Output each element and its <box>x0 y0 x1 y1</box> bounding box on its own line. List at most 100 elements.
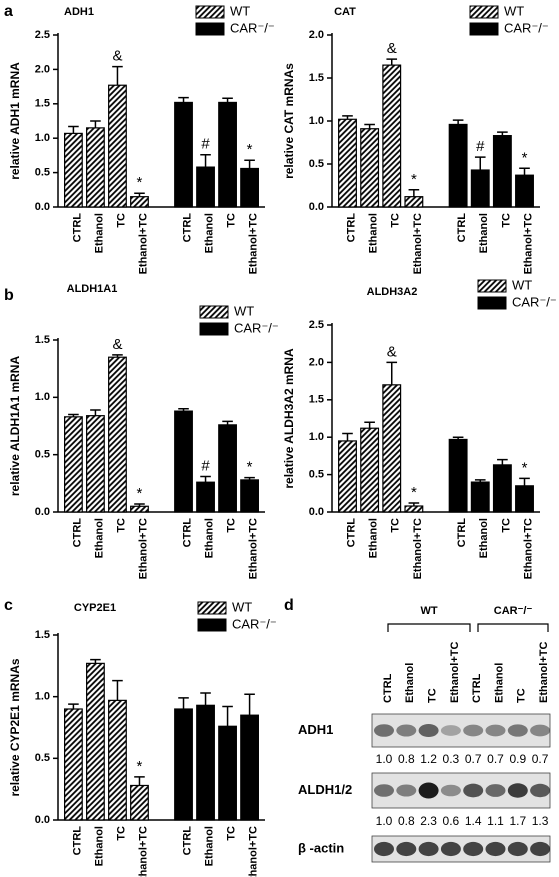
row-label: β -actin <box>298 840 344 855</box>
quant-label: 1.2 <box>420 752 437 766</box>
error-bar <box>244 476 255 480</box>
bar <box>130 505 149 513</box>
x-tick-label: Ethanol <box>478 213 490 253</box>
error-bar <box>452 119 464 125</box>
band <box>485 841 506 857</box>
error-bar <box>244 693 255 716</box>
band <box>507 783 528 798</box>
y-axis-label: relative CYP2E1 mRNAs <box>8 658 22 796</box>
bar <box>492 464 512 513</box>
y-tick-label: 0.0 <box>35 506 50 518</box>
quant-label: 0.7 <box>487 752 504 766</box>
band <box>530 783 551 798</box>
significance-mark: & <box>112 48 122 65</box>
blot-group-label: CAR⁻/⁻ <box>494 605 533 617</box>
bar <box>196 166 215 208</box>
significance-mark: & <box>387 40 397 57</box>
x-tick-label: CTRL <box>71 213 83 243</box>
error-bar <box>474 156 486 171</box>
y-tick-label: 1.5 <box>35 334 50 346</box>
significance-mark: * <box>247 141 253 158</box>
legend-label: CAR⁻/⁻ <box>232 616 277 631</box>
band <box>440 784 461 797</box>
x-tick-label: Ethanol+TC <box>412 518 424 579</box>
quant-label: 2.3 <box>420 814 437 828</box>
error-bar <box>244 159 255 169</box>
bar <box>218 725 237 821</box>
y-tick-label: 1.5 <box>35 629 50 641</box>
lane-label: CTRL <box>382 673 394 703</box>
quant-label: 0.8 <box>398 752 415 766</box>
legend-label: WT <box>512 277 532 292</box>
x-tick-label: Ethanol <box>478 518 490 558</box>
bar <box>338 440 357 513</box>
bar <box>404 196 424 208</box>
bar <box>64 132 83 208</box>
quant-label: 1.3 <box>532 814 549 828</box>
x-tick-label: TC <box>115 826 127 841</box>
error-bar <box>200 692 211 706</box>
bar <box>240 714 259 821</box>
legend-label: CAR⁻/⁻ <box>234 320 279 335</box>
y-tick-label: 1.0 <box>309 115 324 127</box>
chart-title: CYP2E1 <box>74 602 116 614</box>
quant-label: 0.9 <box>509 752 526 766</box>
error-bar <box>474 479 486 483</box>
x-tick-label: CTRL <box>345 213 357 243</box>
x-tick-label: TC <box>390 213 402 228</box>
row-label: ALDH1/2 <box>298 782 352 797</box>
x-tick-label: Ethanol <box>203 518 215 558</box>
x-tick-label: Ethanol+TC <box>247 213 259 274</box>
quant-label: 0.7 <box>532 752 549 766</box>
bar <box>448 438 468 513</box>
legend-label: CAR⁻/⁻ <box>230 20 275 35</box>
x-tick-label: CTRL <box>181 826 193 856</box>
bar <box>470 481 490 513</box>
band <box>418 841 439 857</box>
error-bar <box>342 115 353 120</box>
band <box>418 723 439 738</box>
significance-mark: # <box>201 136 210 153</box>
x-tick-label: TC <box>225 826 237 841</box>
x-tick-label: TC <box>225 518 237 533</box>
error-bar <box>342 432 353 441</box>
error-bar <box>364 421 375 429</box>
y-tick-label: 2.5 <box>309 319 324 331</box>
band <box>396 724 417 737</box>
bar <box>64 708 83 821</box>
band <box>530 724 551 737</box>
error-bar <box>112 354 123 358</box>
x-tick-label: Ethanol <box>368 213 380 253</box>
quant-label: 1.4 <box>465 814 482 828</box>
row-label: ADH1 <box>298 722 333 737</box>
bar <box>382 64 402 208</box>
band <box>485 784 506 797</box>
x-tick-label: CTRL <box>456 518 468 548</box>
bar <box>108 84 127 208</box>
significance-mark: # <box>476 138 485 155</box>
blot-group-label: WT <box>420 605 437 617</box>
significance-mark: * <box>137 174 143 191</box>
x-tick-label: TC <box>115 213 127 228</box>
error-bar <box>134 192 145 197</box>
error-bar <box>452 436 464 440</box>
bar <box>360 128 380 208</box>
bar <box>404 505 424 513</box>
y-tick-label: 2.0 <box>35 63 50 75</box>
band <box>507 841 528 857</box>
error-bar <box>68 413 79 417</box>
error-bar <box>386 58 398 66</box>
x-tick-label: CTRL <box>456 213 468 243</box>
bar <box>130 784 149 821</box>
y-axis-label: relative CAT mRNAs <box>282 63 296 179</box>
y-tick-label: 2.0 <box>309 29 324 41</box>
error-bar <box>178 408 189 412</box>
y-tick-label: 0.5 <box>35 752 50 764</box>
x-tick-label: Ethanol <box>368 518 380 558</box>
legend-label: WT <box>232 599 252 614</box>
band <box>485 724 506 737</box>
band <box>530 841 551 857</box>
error-bar <box>90 120 101 128</box>
y-tick-label: 1.0 <box>35 132 50 144</box>
